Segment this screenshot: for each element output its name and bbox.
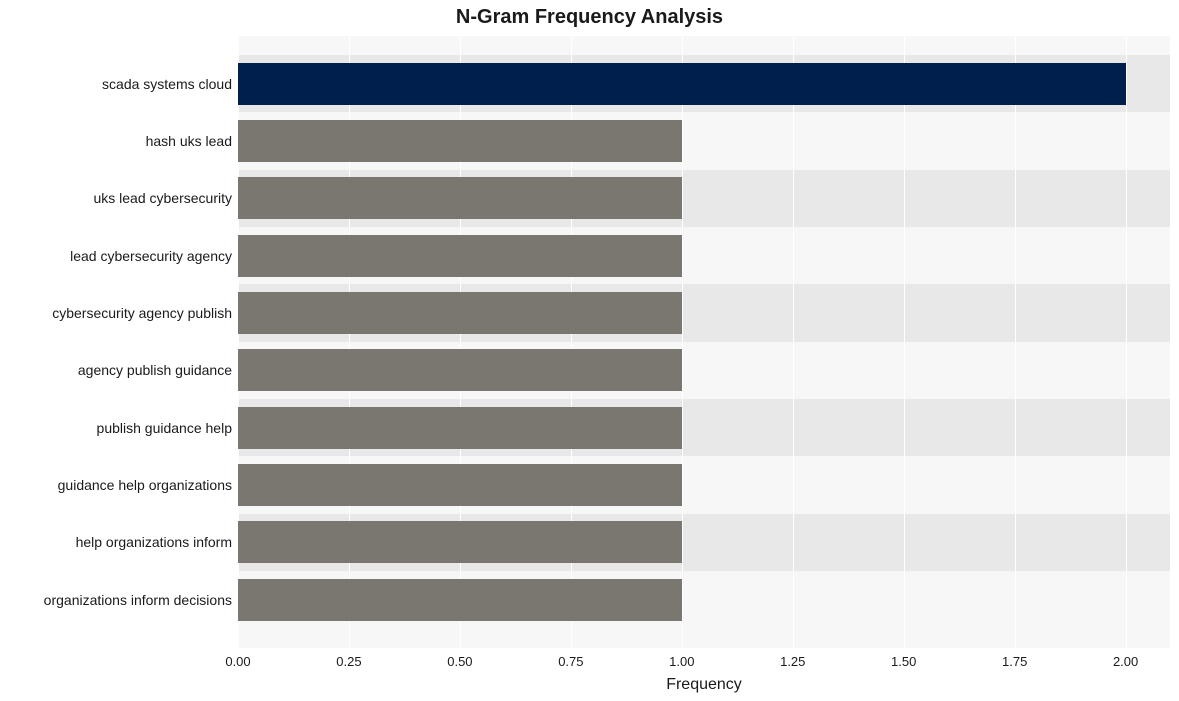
bar — [238, 521, 682, 563]
y-tick-label: help organizations inform — [0, 534, 232, 550]
bar — [238, 120, 682, 162]
x-tick-label: 1.75 — [1002, 654, 1027, 669]
y-tick-label: scada systems cloud — [0, 76, 232, 92]
bar — [238, 579, 682, 621]
y-tick-label: cybersecurity agency publish — [0, 305, 232, 321]
bar — [238, 63, 1126, 105]
bar — [238, 407, 682, 449]
grid-line — [1126, 36, 1127, 648]
y-tick-label: hash uks lead — [0, 133, 232, 149]
grid-line — [1015, 36, 1016, 648]
grid-line — [682, 36, 683, 648]
bar — [238, 464, 682, 506]
x-tick-label: 0.50 — [447, 654, 472, 669]
chart-title: N-Gram Frequency Analysis — [0, 6, 1179, 29]
x-tick-label: 0.00 — [225, 654, 250, 669]
x-tick-label: 0.75 — [558, 654, 583, 669]
x-tick-label: 2.00 — [1113, 654, 1138, 669]
ngram-chart: N-Gram Frequency Analysis Frequency 0.00… — [0, 0, 1179, 701]
bar — [238, 177, 682, 219]
y-tick-label: publish guidance help — [0, 420, 232, 436]
plot-band — [238, 36, 1170, 55]
y-tick-label: guidance help organizations — [0, 477, 232, 493]
grid-line — [904, 36, 905, 648]
grid-line — [793, 36, 794, 648]
bar — [238, 235, 682, 277]
x-axis-label: Frequency — [238, 676, 1170, 694]
y-tick-label: agency publish guidance — [0, 362, 232, 378]
bar — [238, 349, 682, 391]
x-tick-label: 0.25 — [336, 654, 361, 669]
bar — [238, 292, 682, 334]
plot-area — [238, 36, 1170, 648]
y-tick-label: lead cybersecurity agency — [0, 248, 232, 264]
x-tick-label: 1.00 — [669, 654, 694, 669]
y-tick-label: organizations inform decisions — [0, 592, 232, 608]
x-tick-label: 1.50 — [891, 654, 916, 669]
y-tick-label: uks lead cybersecurity — [0, 190, 232, 206]
x-tick-label: 1.25 — [780, 654, 805, 669]
